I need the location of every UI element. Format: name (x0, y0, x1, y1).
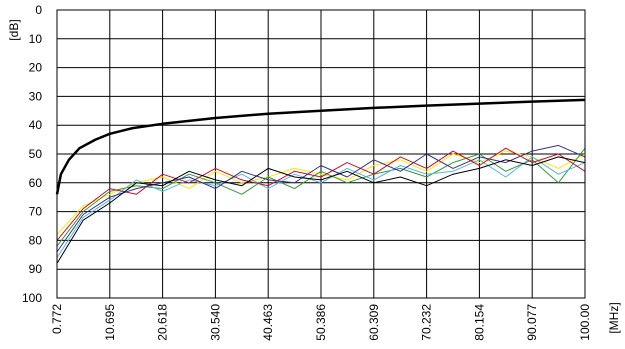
y-tick-label-1: 10 (29, 32, 43, 46)
y-tick-label-7: 70 (29, 205, 43, 219)
x-tick-label-3: 30.540 (208, 304, 222, 341)
x-tick-label-5: 50.386 (314, 304, 328, 341)
axes (56, 9, 586, 299)
x-tick-label-10: 100.00 (578, 304, 592, 341)
x-tick-labels: 0.772 10.695 20.618 30.540 40.463 50.386 60.30… (50, 304, 592, 341)
series-line-4 (56, 147, 586, 241)
x-tick-label-9: 90.077 (525, 304, 539, 341)
x-tick-label-2: 20.618 (156, 304, 170, 341)
x-tick-label-1: 10.695 (103, 304, 117, 341)
x-tick-label-0: 0.772 (50, 304, 64, 334)
limit-line (55, 98, 586, 195)
x-axis-label: [MHz] (607, 302, 621, 333)
y-tick-label-0: 0 (35, 3, 42, 17)
y-tick-labels: 0 10 20 30 40 50 60 70 80 90 100 (22, 3, 42, 305)
y-tick-label-6: 60 (29, 176, 43, 190)
x-tick-label-4: 40.463 (261, 304, 275, 341)
y-tick-label-2: 20 (29, 61, 43, 75)
series-line-5 (56, 144, 586, 253)
y-tick-label-3: 30 (29, 89, 43, 103)
x-tick-label-8: 80.154 (472, 304, 486, 341)
series-layer (55, 98, 586, 264)
y-tick-label-5: 50 (29, 147, 43, 161)
series-line-6 (56, 156, 586, 264)
plot-frame (56, 9, 586, 299)
y-tick-label-8: 80 (29, 233, 43, 247)
x-tick-label-6: 60.309 (367, 304, 381, 341)
y-axis-label: [dB] (7, 19, 21, 40)
y-tick-label-4: 40 (29, 118, 43, 132)
series-line-1 (56, 150, 586, 235)
y-tick-label-10: 100 (22, 291, 42, 305)
x-tick-label-7: 70.232 (420, 304, 434, 341)
y-tick-label-9: 90 (29, 262, 43, 276)
